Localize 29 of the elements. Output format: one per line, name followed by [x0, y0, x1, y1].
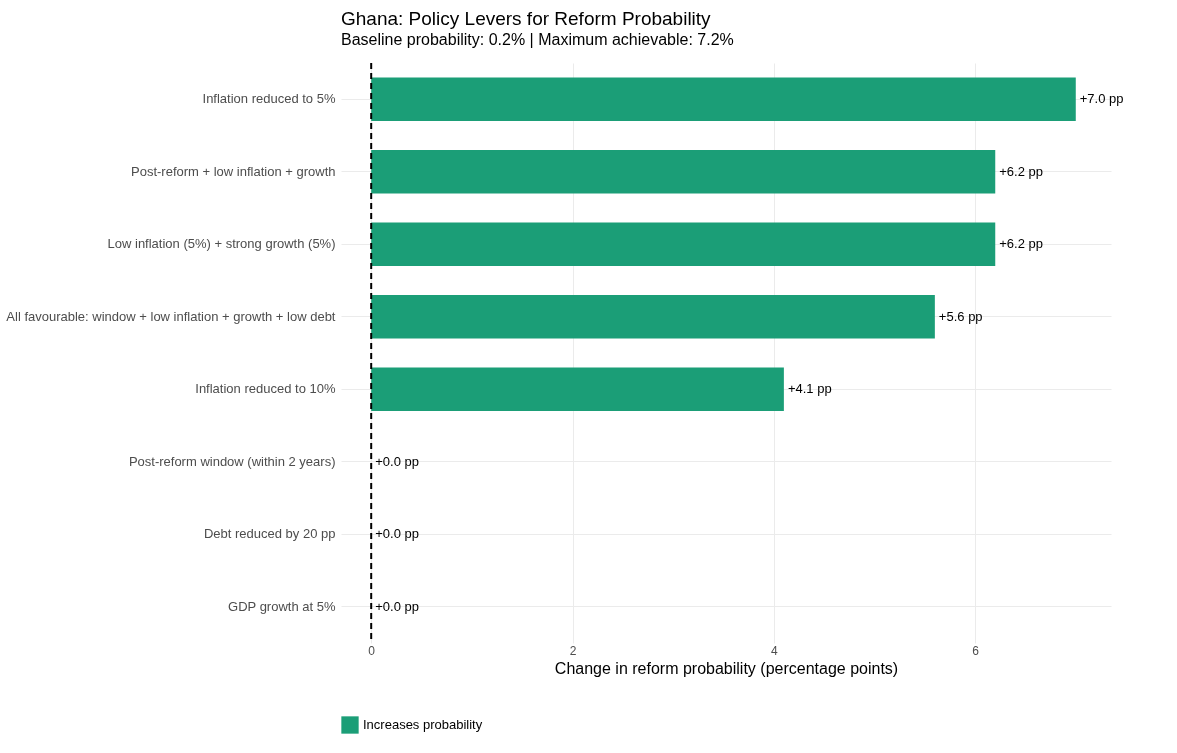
chart-subtitle: Baseline probability: 0.2% | Maximum achievable: 7.2% [341, 31, 734, 48]
bar [371, 77, 1076, 121]
bar [371, 295, 935, 339]
data-label: +6.2 pp [999, 236, 1043, 252]
data-label: +7.0 pp [1079, 91, 1124, 107]
bar [371, 367, 784, 411]
x-tick-label: 0 [368, 643, 376, 658]
y-tick-label: GDP growth at 5% [228, 598, 336, 614]
data-label: +4.1 pp [787, 381, 832, 397]
y-tick-label: Post-reform window (within 2 years) [128, 453, 336, 469]
data-label: +0.0 pp [375, 598, 419, 614]
x-axis-title: Change in reform probability (percentage points) [554, 659, 899, 677]
chart-title: Ghana: Policy Levers for Reform Probability [341, 8, 712, 29]
y-tick-label: Inflation reduced to 5% [202, 91, 336, 107]
y-tick-label: Debt reduced by 20 pp [203, 526, 336, 542]
x-tick-label: 4 [770, 643, 778, 658]
legend-label: Increases probability [363, 717, 483, 732]
y-tick-label: Inflation reduced to 10% [195, 381, 336, 397]
x-tick-label: 6 [972, 643, 980, 658]
bar [371, 150, 996, 194]
y-tick-label: Low inflation (5%) + strong growth (5%) [107, 236, 336, 252]
y-tick-label: All favourable: window + low inflation + growth + low debt [6, 308, 336, 324]
y-tick-label: Post-reform + low inflation + growth [131, 163, 336, 179]
data-label: +0.0 pp [375, 526, 419, 542]
bar [371, 222, 996, 266]
x-tick-label: 2 [569, 643, 577, 658]
data-label: +5.6 pp [938, 308, 983, 324]
data-label: +6.2 pp [999, 163, 1043, 179]
data-label: +0.0 pp [375, 453, 419, 469]
